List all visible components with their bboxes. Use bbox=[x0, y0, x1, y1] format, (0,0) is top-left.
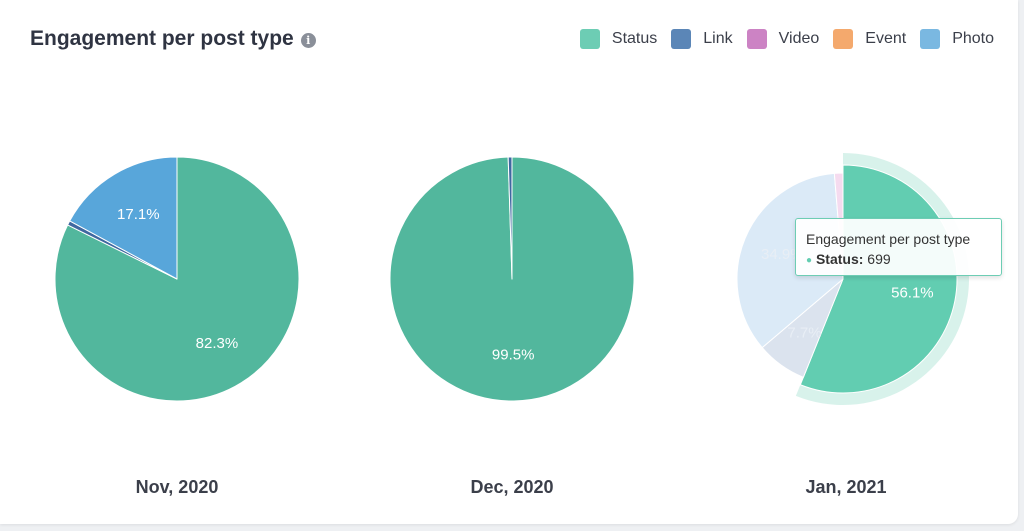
legend-swatch bbox=[920, 29, 941, 49]
tooltip: Engagement per post type ● Status: 699 bbox=[795, 218, 1002, 276]
pie-0: 82.3% 17.1% bbox=[54, 156, 300, 402]
legend-swatch bbox=[671, 29, 692, 49]
chart-title-row: Engagement per post type i bbox=[30, 27, 316, 51]
tooltip-row: ● Status: 699 bbox=[806, 251, 891, 267]
pie-2: 56.1% 7.7% 34.9% bbox=[736, 153, 969, 405]
tooltip-dot: ● bbox=[806, 255, 813, 266]
pie-slice-link[interactable] bbox=[507, 156, 513, 280]
legend-item-link[interactable]: Link bbox=[671, 29, 733, 49]
pie-data-label: 99.5% bbox=[492, 347, 535, 364]
tooltip-value: 699 bbox=[867, 251, 891, 267]
legend-label: Status bbox=[611, 30, 658, 47]
pie-slice-photo[interactable] bbox=[736, 172, 844, 349]
pie-data-label: 34.9% bbox=[761, 246, 804, 263]
legend-item-event[interactable]: Event bbox=[833, 29, 906, 49]
legend-label: Link bbox=[703, 30, 733, 47]
tooltip-series: Status: bbox=[815, 251, 864, 267]
legend-label: Photo bbox=[952, 30, 994, 47]
legend-label: Video bbox=[778, 30, 820, 47]
legend-swatch bbox=[579, 29, 600, 49]
legend-swatch bbox=[746, 29, 767, 49]
pie-slice-photo[interactable] bbox=[69, 156, 178, 280]
pie-data-label: 56.1% bbox=[891, 284, 934, 301]
month-label-dec: Dec, 2020 bbox=[470, 477, 554, 497]
pie-data-label: 17.1% bbox=[117, 206, 160, 223]
legend-item-photo[interactable]: Photo bbox=[920, 29, 994, 49]
legend-swatch bbox=[833, 29, 854, 49]
month-label-nov: Nov, 2020 bbox=[135, 477, 219, 497]
chart-title: Engagement per post type bbox=[30, 27, 294, 50]
tooltip-title: Engagement per post type bbox=[806, 231, 971, 247]
month-label-jan: Jan, 2021 bbox=[805, 477, 887, 497]
info-icon[interactable]: i bbox=[300, 32, 316, 48]
legend-label: Event bbox=[865, 30, 907, 47]
pie-1: 99.5% bbox=[389, 156, 635, 402]
pie-data-label: 82.3% bbox=[196, 335, 239, 352]
pie-data-label: 7.7% bbox=[787, 324, 821, 341]
legend: Status Link Video Event Photo bbox=[566, 29, 994, 49]
legend-item-video[interactable]: Video bbox=[746, 29, 820, 49]
legend-item-status[interactable]: Status bbox=[579, 29, 658, 49]
